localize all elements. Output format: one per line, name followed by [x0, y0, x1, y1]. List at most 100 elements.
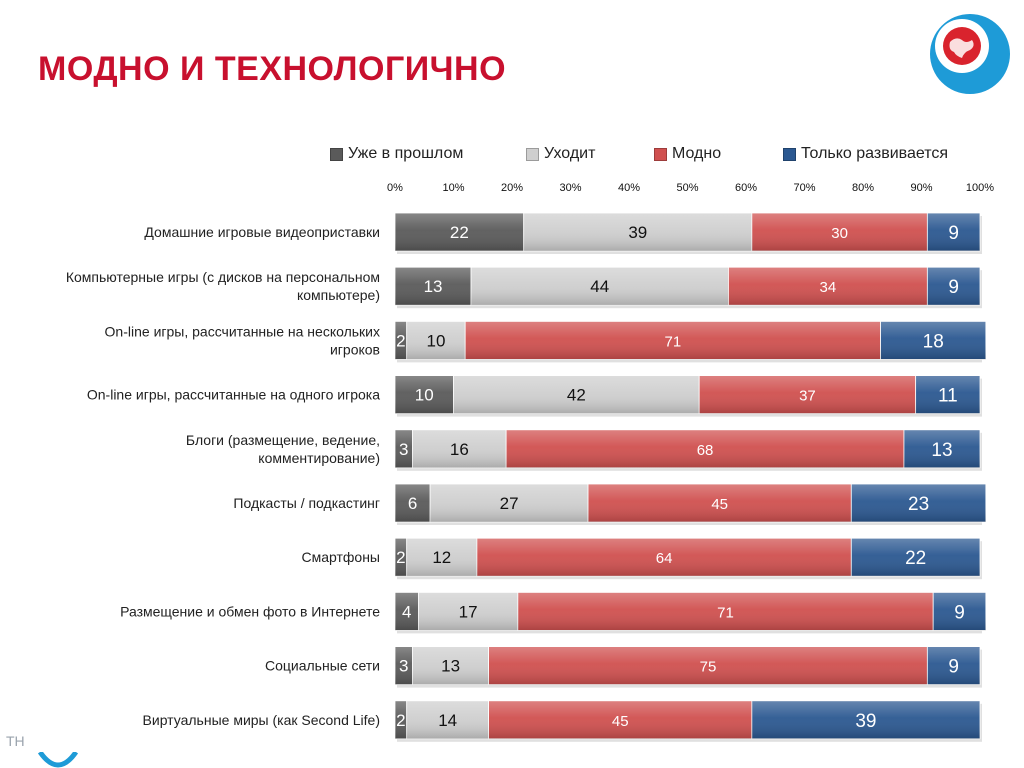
data-label: 42: [567, 386, 586, 405]
legend-label: Модно: [672, 145, 722, 162]
bar-segment-gloss: [406, 700, 489, 739]
legend-swatch: [526, 147, 539, 161]
bar-segment-gloss: [728, 267, 928, 306]
bar-segment-gloss: [903, 429, 980, 468]
data-label: 12: [432, 548, 451, 567]
bar-segment-gloss: [751, 700, 980, 739]
data-label: 44: [590, 277, 609, 296]
category-label: On-line игры, рассчитанные на одного игр…: [87, 387, 380, 403]
bar-segment-gloss: [933, 592, 986, 631]
legend-label: Уходит: [544, 145, 596, 162]
data-label: 71: [717, 604, 734, 621]
bar-segment-gloss: [476, 538, 852, 577]
bar-segment-gloss: [915, 375, 980, 414]
x-tick-label: 40%: [618, 182, 640, 194]
bar-segment-gloss: [471, 267, 729, 306]
data-label: 2: [396, 711, 405, 730]
bar-segment-gloss: [453, 375, 700, 414]
data-label: 3: [399, 440, 408, 459]
x-tick-label: 0%: [387, 182, 403, 194]
category-label: Подкасты / подкастинг: [233, 495, 380, 511]
data-label: 4: [402, 602, 411, 621]
data-label: 37: [799, 388, 816, 405]
data-label: 10: [415, 386, 434, 405]
data-label: 11: [938, 386, 958, 407]
data-label: 3: [399, 657, 408, 676]
data-label: 71: [665, 333, 682, 350]
bar-segment-gloss: [395, 592, 419, 631]
legend-item: Уже в прошлом: [330, 145, 463, 163]
data-label: 23: [908, 494, 929, 515]
bar-segment-gloss: [412, 646, 489, 685]
bar-segment-gloss: [430, 484, 589, 522]
data-label: 22: [905, 548, 926, 569]
x-tick-label: 100%: [966, 182, 994, 194]
legend-label: Только развивается: [801, 145, 949, 162]
data-label: 68: [697, 442, 714, 459]
data-label: 39: [628, 223, 647, 242]
bar-segment-gloss: [395, 321, 407, 360]
data-label: 10: [426, 331, 445, 350]
data-label: 75: [700, 659, 717, 676]
data-label: 6: [408, 494, 417, 513]
bar-segment-gloss: [395, 267, 472, 306]
bar-segment-gloss: [488, 646, 928, 685]
data-label: 45: [711, 496, 728, 513]
data-label: 9: [948, 223, 959, 244]
data-label: 39: [855, 711, 876, 732]
data-label: 18: [923, 331, 944, 352]
bar-segment-gloss: [395, 700, 407, 739]
footer-text: ТН: [6, 733, 25, 749]
x-tick-label: 60%: [735, 182, 757, 194]
globe-logo-icon: [930, 14, 1010, 94]
category-label: Социальные сети: [265, 658, 380, 674]
category-label: Виртуальные миры (как Second Life): [143, 712, 380, 728]
bar-segment-gloss: [395, 484, 431, 522]
data-label: 14: [438, 711, 457, 730]
bar-segment-gloss: [880, 321, 986, 360]
x-tick-label: 70%: [793, 182, 815, 194]
x-tick-label: 90%: [910, 182, 932, 194]
bar-segment-gloss: [418, 592, 518, 631]
data-label: 9: [954, 602, 965, 623]
data-label: 2: [396, 548, 405, 567]
data-label: 45: [612, 713, 629, 730]
legend-swatch: [654, 147, 667, 161]
category-label: Размещение и обмен фото в Интернете: [120, 603, 380, 619]
bar-segment-gloss: [523, 213, 752, 251]
legend-swatch: [330, 147, 343, 161]
x-tick-label: 10%: [442, 182, 464, 194]
legend-swatch: [783, 147, 796, 161]
data-label: 13: [931, 440, 952, 461]
data-label: 9: [948, 657, 959, 678]
bar-segment-gloss: [395, 213, 524, 251]
category-label: On-line игры, рассчитанные на нескольких…: [105, 323, 380, 357]
x-tick-label: 20%: [501, 182, 523, 194]
bar-segment-gloss: [699, 375, 916, 414]
bar-segment-gloss: [406, 538, 477, 577]
page-title: МОДНО И ТЕХНОЛОГИЧНО: [38, 50, 507, 88]
bar-segment-gloss: [506, 429, 904, 468]
data-label: 2: [396, 331, 405, 350]
data-label: 64: [656, 550, 673, 567]
data-label: 17: [459, 602, 478, 621]
data-label: 30: [831, 225, 848, 242]
data-label: 27: [500, 494, 519, 513]
bar-segment-gloss: [412, 429, 507, 468]
bar-segment-gloss: [927, 213, 980, 251]
bar-segment-gloss: [588, 484, 852, 522]
bar-segment-gloss: [927, 267, 980, 306]
category-label: Домашние игровые видеоприставки: [144, 224, 380, 240]
x-tick-label: 30%: [559, 182, 581, 194]
bar-segment-gloss: [927, 646, 980, 685]
x-tick-label: 50%: [676, 182, 698, 194]
bar-segment-gloss: [851, 484, 986, 522]
bar-segment-gloss: [517, 592, 934, 631]
data-label: 22: [450, 223, 469, 242]
legend-item: Модно: [654, 145, 721, 163]
x-tick-label: 80%: [852, 182, 874, 194]
data-label: 13: [441, 657, 460, 676]
bar-segment-gloss: [488, 700, 752, 739]
bar-segment-gloss: [751, 213, 928, 251]
